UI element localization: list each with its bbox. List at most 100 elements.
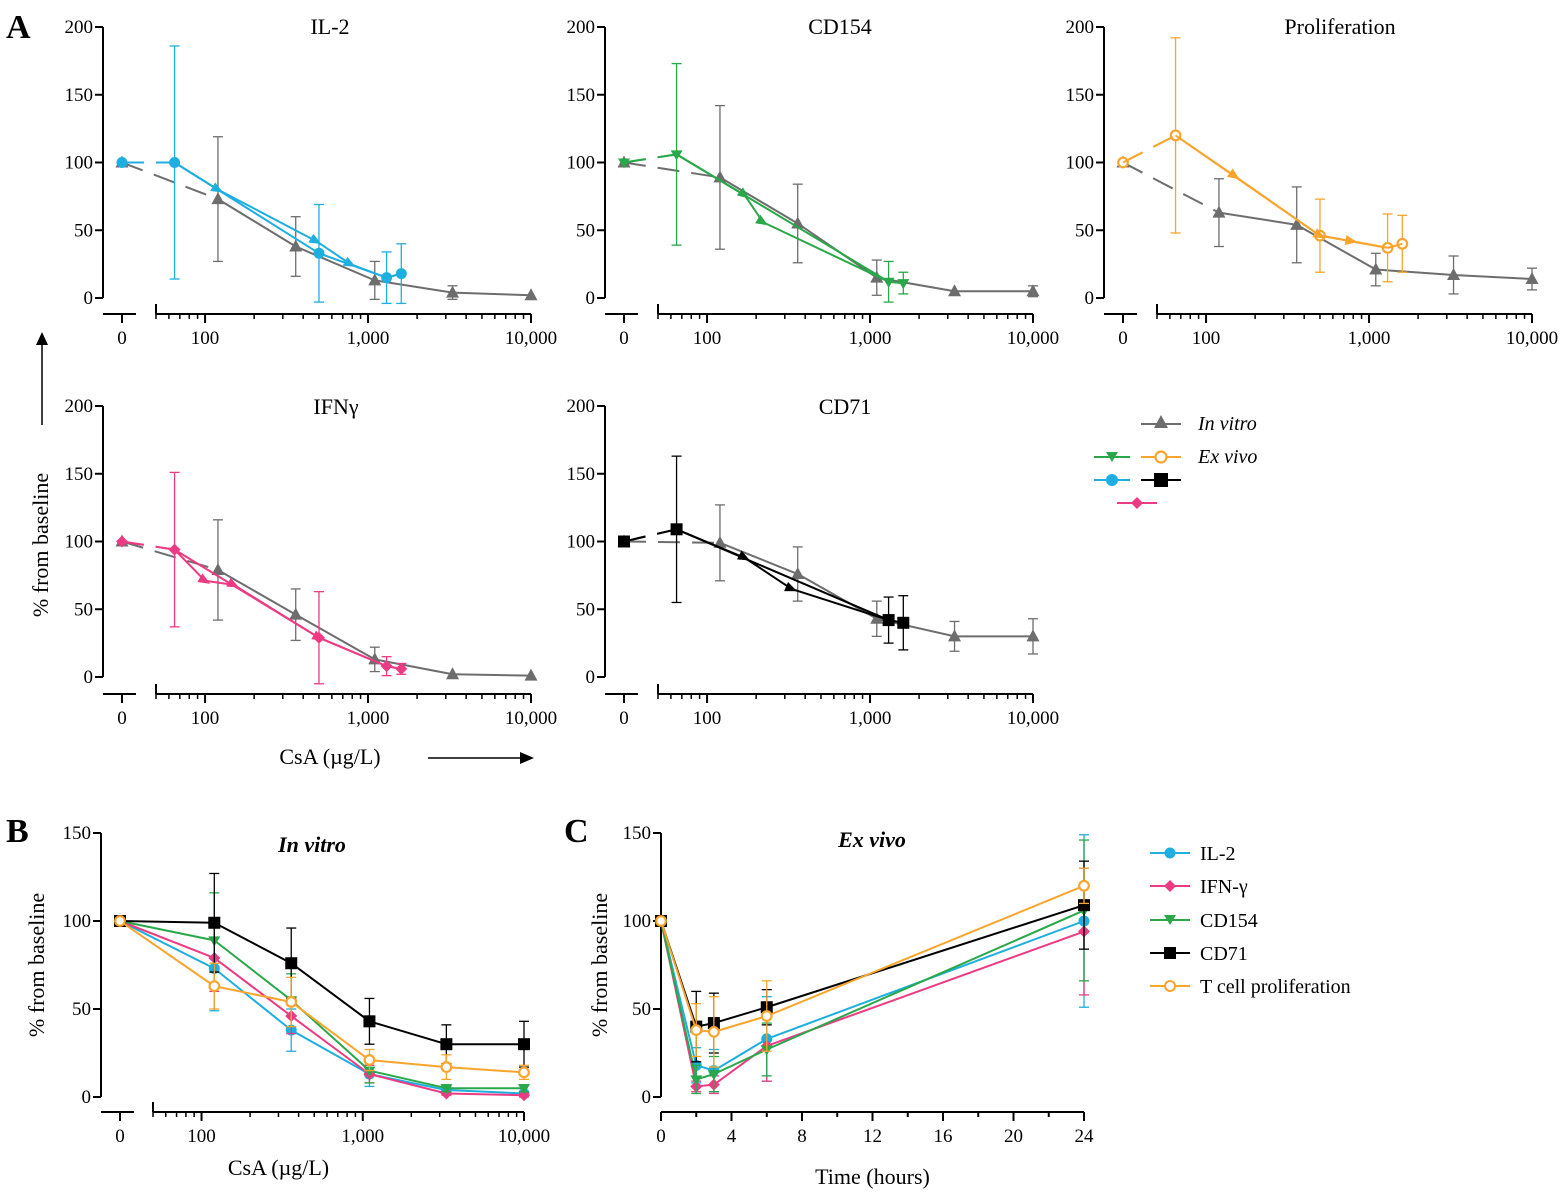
direction-marker	[736, 187, 750, 199]
data-point	[1078, 899, 1090, 912]
y-tick-label: 0	[586, 667, 596, 688]
direction-marker	[197, 573, 211, 584]
panel-in-vitro: 0 50 100 150 0 100 1,000 10,000 In vitro % from b…	[24, 823, 550, 1180]
y-tick-label: 150	[1066, 85, 1095, 106]
legend-in-vitro-symbol	[1141, 415, 1181, 428]
series-line-segment	[295, 613, 376, 661]
series-line-segment	[213, 921, 292, 965]
series-line-segment	[446, 1092, 525, 1097]
chart-title: CD154	[808, 14, 872, 39]
data-point	[1026, 284, 1040, 297]
legend-ex-vivo-symbols	[1094, 450, 1181, 509]
series-line-segment	[1453, 273, 1533, 281]
legend-il2-label: IL-2	[1200, 843, 1236, 865]
series-line-segment	[660, 920, 698, 1080]
direction-marker	[1344, 235, 1358, 245]
y-tick-label: 200	[1066, 17, 1095, 38]
x-tick-label: 0	[1118, 328, 1128, 349]
y-tick-label: 50	[74, 220, 93, 241]
x-arrow	[428, 752, 534, 764]
legend-cd154-label: CD154	[1200, 910, 1258, 932]
series-line-segment	[1122, 134, 1177, 164]
series-line-segment	[1234, 175, 1321, 237]
legend-c: IL-2 IFN-γ CD154 CD71 T cell proliferati…	[1150, 843, 1351, 998]
x-axis-label: Time (hours)	[815, 1164, 930, 1189]
series-line-segment	[173, 548, 206, 582]
data-point	[289, 607, 303, 620]
data-point	[618, 158, 630, 169]
series-line-segment	[762, 221, 890, 283]
series-line-segment	[676, 528, 746, 559]
legend-ifng-label: IFN-γ	[1200, 876, 1248, 898]
panel-proliferation: 0 50 100 150 200 0 100 1,000 10,000 Proliferation	[1066, 14, 1559, 349]
y-arrow	[36, 332, 48, 425]
data-point	[363, 1066, 376, 1077]
data-point	[1525, 272, 1539, 285]
series-line-segment	[290, 1029, 370, 1075]
data-point	[285, 957, 298, 970]
series-line-segment	[369, 1069, 447, 1090]
panel-il2: 0 50 100 150 200 0 100 1,000 10,000 IL-2	[65, 14, 558, 349]
data-point	[707, 1070, 720, 1081]
series-line-segment	[295, 245, 376, 282]
y-tick-label: 100	[1066, 153, 1095, 174]
data-point	[208, 916, 221, 929]
series-line-segment	[766, 884, 1085, 1017]
y-axis-label: % from baseline	[587, 893, 612, 1037]
series-line-segment	[888, 280, 904, 285]
legend-il2: IL-2	[1150, 843, 1236, 865]
data-point	[655, 915, 667, 927]
y-tick-label: 150	[567, 464, 596, 485]
data-point	[440, 1038, 453, 1051]
x-tick-label: 100	[187, 1126, 216, 1147]
x-tick-label: 100	[693, 708, 722, 729]
direction-marker	[784, 581, 798, 592]
y-tick-label: 0	[1085, 288, 1095, 309]
x-tick-label: 24	[1075, 1126, 1095, 1147]
series-cd71	[114, 872, 530, 1068]
series-ex-vivo	[618, 455, 910, 651]
chart-title: In vitro	[277, 832, 346, 857]
chart-title: CD71	[819, 394, 872, 419]
series-ex-vivo	[618, 62, 910, 303]
panel-ifng: 0 50 100 150 200 0 100 1,000 10,000 IFNγ	[65, 394, 558, 729]
x-tick-label: 1,000	[849, 708, 892, 729]
legend-cd71: CD71	[1150, 943, 1248, 965]
series-in-vitro	[115, 519, 538, 681]
y-tick-label: 150	[65, 464, 94, 485]
series-line-segment	[713, 1048, 768, 1076]
y-tick-label: 0	[642, 1087, 652, 1108]
series-line-segment	[214, 985, 292, 1003]
data-point	[1290, 217, 1304, 230]
x-tick-label: 0	[115, 1126, 125, 1147]
series-line-segment	[766, 904, 1085, 1009]
series-line-segment	[217, 188, 317, 242]
x-tick-label: 10,000	[1007, 328, 1059, 349]
series-line-segment	[119, 920, 215, 987]
series-line-segment	[121, 161, 219, 201]
legend-a: In vitro Ex vivo	[1094, 413, 1257, 509]
y-tick-label: 100	[623, 911, 652, 932]
legend-proliferation: T cell proliferation	[1150, 976, 1351, 998]
x-tick-label: 12	[863, 1126, 882, 1147]
data-point	[313, 247, 325, 259]
series-line-segment	[213, 957, 292, 1017]
x-tick-label: 1,000	[1348, 328, 1391, 349]
x-tick-label: 10,000	[498, 1126, 550, 1147]
x-tick-label: 0	[619, 708, 629, 729]
data-point	[363, 1054, 376, 1066]
x-tick-label: 8	[797, 1126, 807, 1147]
series-ex-vivo	[122, 161, 402, 279]
series-line-segment	[1218, 211, 1297, 226]
series-line-segment	[369, 1073, 447, 1095]
panel-ex-vivo: 0 50 100 150 0 4 8 12 16 20 24 Ex vivo % from baseli…	[587, 823, 1094, 1189]
x-tick-label: 100	[191, 708, 220, 729]
x-tick-label: 1,000	[347, 328, 390, 349]
panel-label-a: A	[6, 9, 31, 46]
x-tick-label: 100	[1192, 328, 1221, 349]
x-tick-label: 1,000	[341, 1126, 384, 1147]
series-line-segment	[1296, 223, 1377, 271]
series-line-segment	[217, 198, 297, 248]
series-line-segment	[121, 540, 219, 571]
data-point	[518, 1084, 530, 1095]
